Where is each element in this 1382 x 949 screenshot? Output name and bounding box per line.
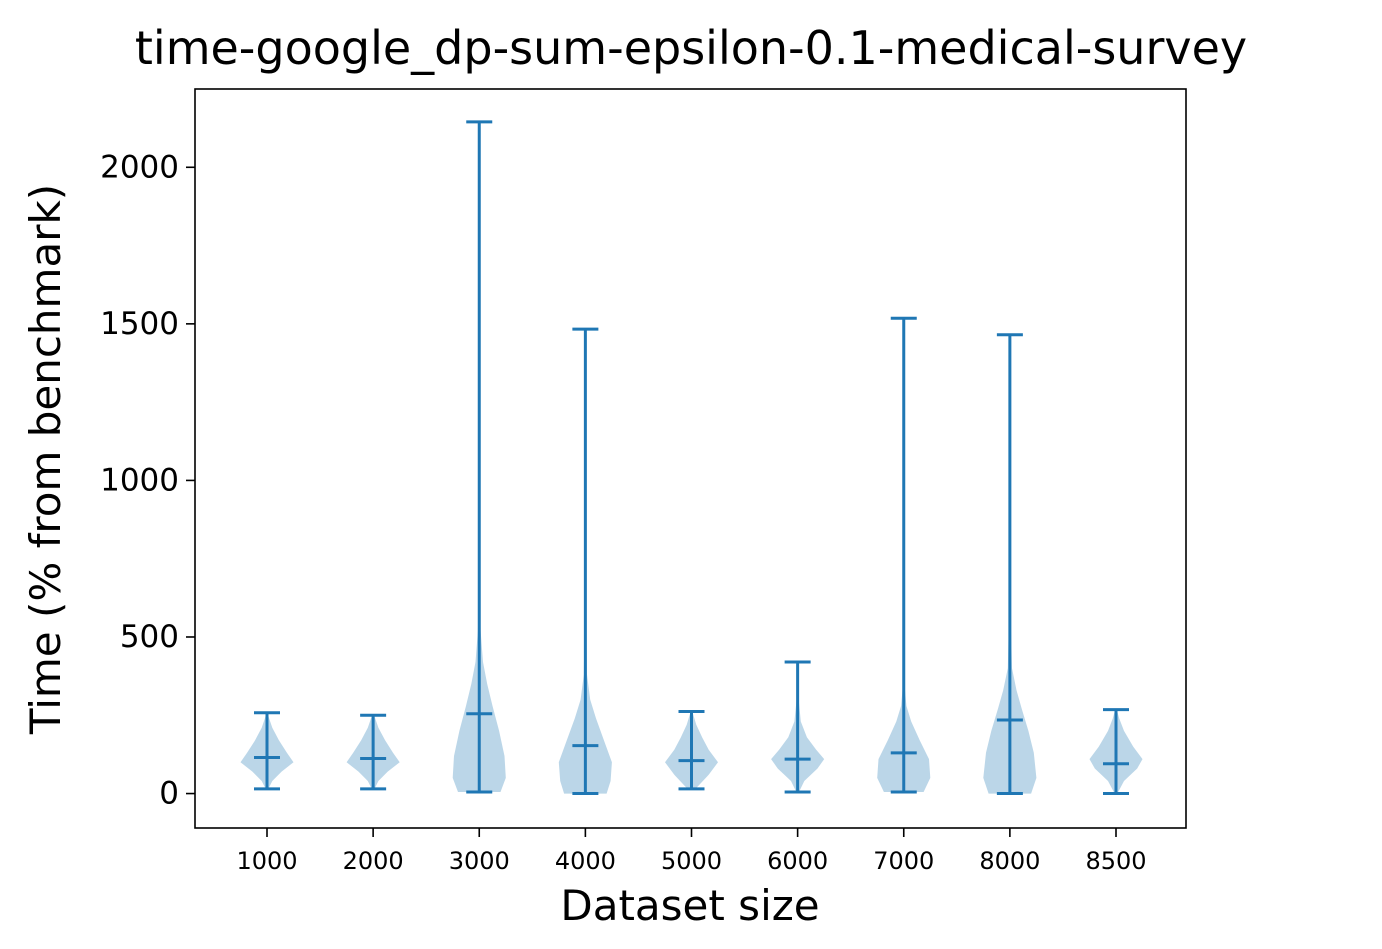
plot-area-frame bbox=[194, 88, 1187, 829]
violin-bodies bbox=[240, 121, 1143, 794]
y-axis-label: Time (% from benchmark) bbox=[21, 184, 70, 735]
x-tick-label: 3000 bbox=[449, 847, 510, 875]
x-tick-label: 1000 bbox=[236, 847, 297, 875]
y-tick-label: 1000 bbox=[100, 462, 179, 498]
chart-title: time-google_dp-sum-epsilon-0.1-medical-s… bbox=[135, 21, 1247, 75]
x-tick-label: 7000 bbox=[873, 847, 934, 875]
y-tick-label: 500 bbox=[120, 619, 179, 655]
x-axis-label: Dataset size bbox=[560, 881, 819, 930]
x-tick-label: 8500 bbox=[1085, 847, 1146, 875]
x-axis: 1000 2000 3000 4000 5000 6000 7000 8000 8500 bbox=[236, 828, 1147, 875]
x-tick-label: 6000 bbox=[767, 847, 828, 875]
violin-lines bbox=[254, 120, 1129, 796]
x-tick-label: 2000 bbox=[343, 847, 404, 875]
y-axis: 0 500 1000 1500 2000 bbox=[100, 149, 195, 812]
y-tick-label: 2000 bbox=[100, 149, 179, 185]
x-tick-label: 5000 bbox=[661, 847, 722, 875]
y-tick-label: 0 bbox=[159, 776, 179, 812]
y-tick-label: 1500 bbox=[100, 306, 179, 342]
x-tick-label: 8000 bbox=[979, 847, 1040, 875]
x-tick-label: 4000 bbox=[555, 847, 616, 875]
